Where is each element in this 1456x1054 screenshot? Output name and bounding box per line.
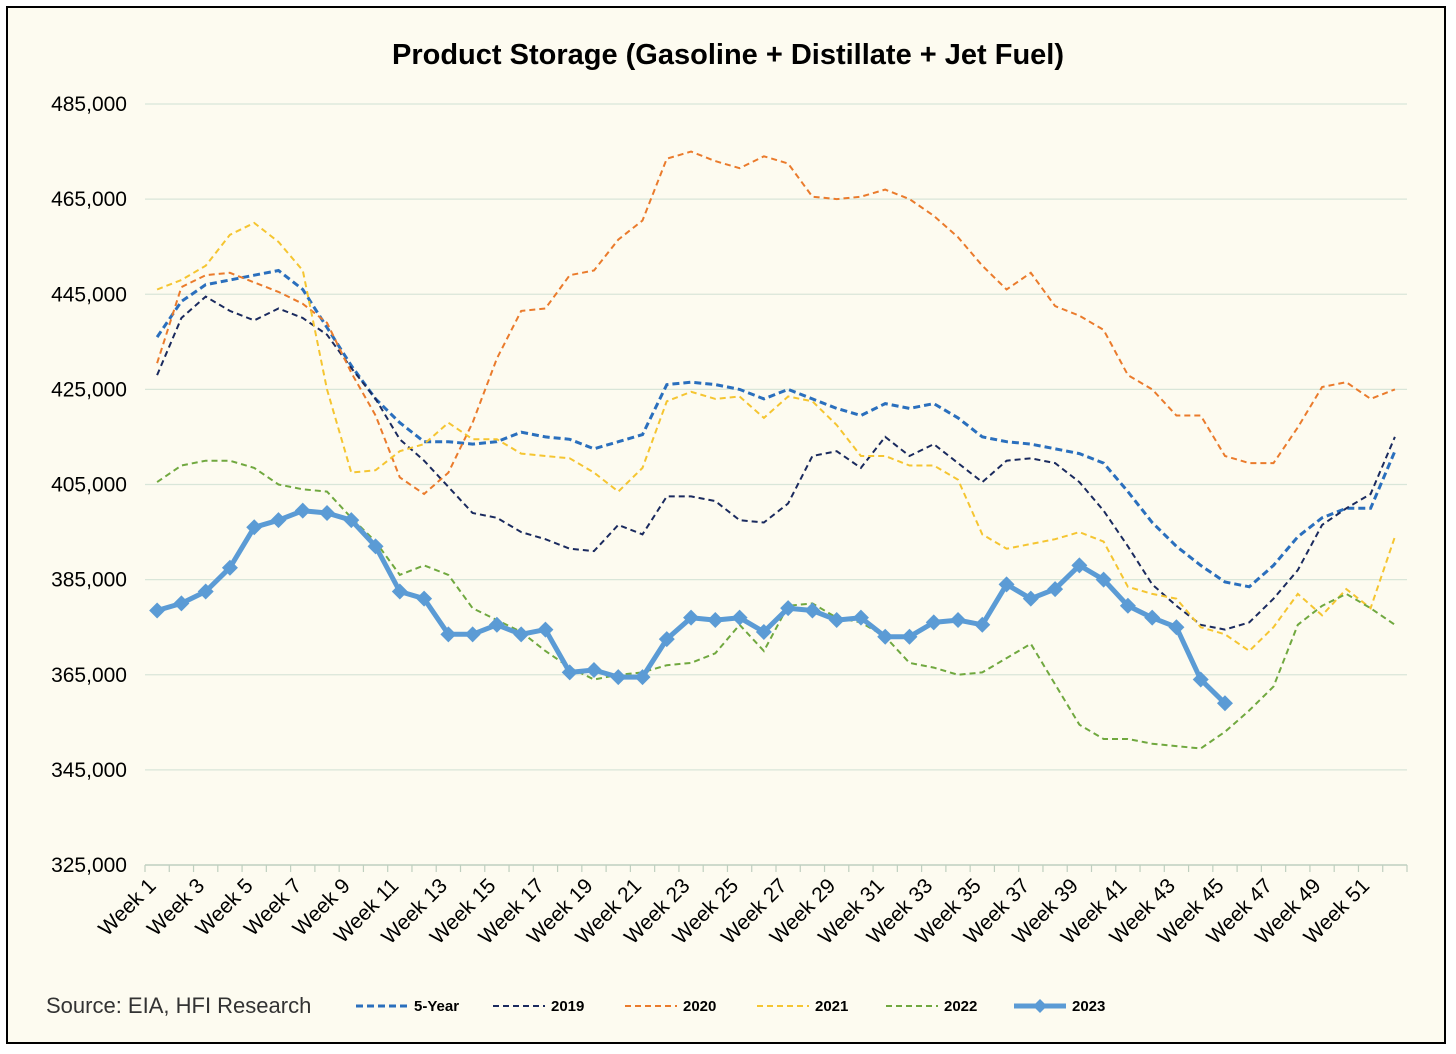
data-point-2023	[173, 595, 190, 612]
legend-label-5-year: 5-Year	[414, 998, 459, 1015]
y-tick-label: 385,000	[51, 569, 127, 592]
source-note: Source: EIA, HFI Research	[46, 993, 311, 1018]
y-axis: 325,000 345,000 365,000 385,000 405,000 425,0…	[51, 93, 127, 877]
data-point-2023	[270, 512, 287, 529]
series-line-2022	[156, 459, 1396, 750]
data-point-2023	[1168, 619, 1185, 636]
data-point-2023	[513, 626, 530, 643]
data-point-2023	[1095, 571, 1112, 588]
y-tick-label: 485,000	[51, 93, 127, 116]
series-line-2021	[156, 221, 1396, 653]
legend-marker-2023	[1033, 999, 1047, 1013]
series-group	[149, 150, 1397, 750]
data-point-2023	[755, 623, 772, 640]
data-point-2023	[901, 628, 918, 645]
data-point-2023	[1119, 597, 1136, 614]
data-point-2023	[537, 621, 554, 638]
data-point-2023	[974, 616, 991, 633]
y-tick-label: 345,000	[51, 759, 127, 782]
data-point-2023	[416, 590, 433, 607]
data-point-2023	[440, 626, 457, 643]
data-point-2023	[221, 559, 238, 576]
data-point-2023	[343, 512, 360, 529]
y-tick-label: 445,000	[51, 283, 127, 306]
data-point-2023	[319, 505, 336, 522]
gridlines	[145, 103, 1407, 771]
data-point-2023	[294, 502, 311, 519]
y-tick-label: 465,000	[51, 188, 127, 211]
data-point-2023	[634, 669, 651, 686]
series-line-2019	[156, 295, 1396, 631]
data-point-2023	[731, 609, 748, 626]
data-point-2023	[1216, 695, 1233, 712]
data-point-2023	[998, 576, 1015, 593]
legend-label-2023: 2023	[1072, 998, 1105, 1015]
chart-frame: Product Storage (Gasoline + Distillate +…	[6, 6, 1446, 1044]
series-line-2020	[156, 150, 1396, 496]
data-point-2023	[1047, 581, 1064, 598]
legend: 5-Year 2019 2020 2021 2022 2023	[356, 998, 1105, 1015]
data-point-2023	[1192, 671, 1209, 688]
data-point-2023	[1022, 590, 1039, 607]
data-point-2023	[1144, 609, 1161, 626]
data-point-2023	[488, 616, 505, 633]
chart-title: Product Storage (Gasoline + Distillate +…	[392, 39, 1064, 71]
data-point-2023	[804, 602, 821, 619]
data-point-2023	[585, 661, 602, 678]
data-point-2023	[707, 612, 724, 629]
legend-label-2021: 2021	[815, 998, 848, 1015]
legend-label-2019: 2019	[551, 998, 584, 1015]
data-point-2023	[610, 669, 627, 686]
data-point-2023	[828, 612, 845, 629]
data-point-2023	[683, 609, 700, 626]
data-point-2023	[391, 583, 408, 600]
y-tick-label: 425,000	[51, 378, 127, 401]
data-point-2023	[464, 626, 481, 643]
data-point-2023	[197, 583, 214, 600]
data-point-2023	[925, 614, 942, 631]
data-point-2023	[658, 631, 675, 648]
data-point-2023	[950, 612, 967, 629]
data-point-2023	[149, 602, 166, 619]
data-point-2023	[877, 628, 894, 645]
legend-label-2022: 2022	[944, 998, 977, 1015]
data-point-2023	[246, 519, 263, 536]
y-tick-label: 405,000	[51, 474, 127, 497]
data-point-2023	[1071, 557, 1088, 574]
data-point-2023	[852, 609, 869, 626]
y-tick-label: 365,000	[51, 664, 127, 687]
chart-canvas: Product Storage (Gasoline + Distillate +…	[46, 39, 1408, 1018]
data-point-2023	[367, 538, 384, 555]
y-tick-label: 325,000	[51, 854, 127, 877]
data-point-2023	[780, 600, 797, 617]
legend-label-2020: 2020	[683, 998, 716, 1015]
data-point-2023	[561, 664, 578, 681]
